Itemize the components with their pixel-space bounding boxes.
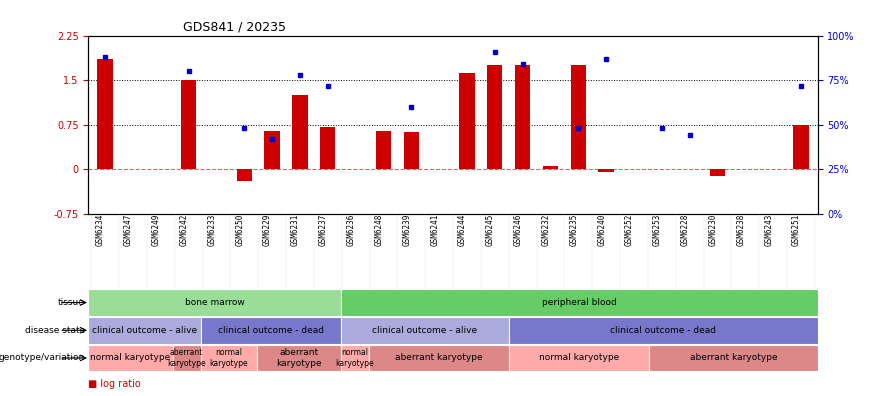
Text: GSM6247: GSM6247 (124, 214, 133, 246)
Text: clinical outcome - dead: clinical outcome - dead (217, 326, 324, 335)
Bar (237, 169, 252, 181)
Bar (710, 169, 725, 177)
Text: GSM6249: GSM6249 (152, 214, 161, 246)
Bar (509, 317, 818, 344)
Text: GDS841 / 20235: GDS841 / 20235 (183, 20, 286, 33)
Bar (376, 131, 391, 169)
Bar (201, 317, 341, 344)
Text: disease state: disease state (25, 326, 85, 335)
Text: GSM6229: GSM6229 (263, 214, 272, 246)
Text: GSM6241: GSM6241 (431, 214, 439, 246)
Bar (293, 95, 308, 169)
Bar (487, 65, 502, 169)
Text: clinical outcome - alive: clinical outcome - alive (92, 326, 197, 335)
Text: normal
karyotype: normal karyotype (210, 348, 248, 367)
Bar (571, 65, 586, 169)
Text: normal
karyotype: normal karyotype (336, 348, 374, 367)
Text: GSM6250: GSM6250 (235, 214, 244, 246)
Text: GSM6235: GSM6235 (569, 214, 578, 246)
Text: GSM6230: GSM6230 (708, 214, 718, 246)
Bar (793, 125, 809, 169)
Text: GSM6238: GSM6238 (736, 214, 745, 246)
Text: aberrant karyotype: aberrant karyotype (395, 354, 483, 362)
Bar (509, 345, 650, 371)
Text: GSM6231: GSM6231 (291, 214, 300, 246)
Bar (181, 80, 196, 169)
Text: ■ log ratio: ■ log ratio (88, 379, 141, 389)
Bar (201, 345, 256, 371)
Bar (404, 132, 419, 169)
Bar (598, 169, 613, 172)
Text: GSM6244: GSM6244 (458, 214, 467, 246)
Text: GSM6253: GSM6253 (652, 214, 662, 246)
Text: GSM6232: GSM6232 (542, 214, 551, 246)
Bar (264, 131, 279, 169)
Text: GSM6242: GSM6242 (179, 214, 188, 246)
Text: aberrant karyotype: aberrant karyotype (690, 354, 777, 362)
Text: GSM6243: GSM6243 (764, 214, 774, 246)
Text: clinical outcome - alive: clinical outcome - alive (372, 326, 477, 335)
Text: GSM6252: GSM6252 (625, 214, 634, 246)
Text: aberrant
karyotype: aberrant karyotype (167, 348, 206, 367)
Bar (88, 317, 201, 344)
Bar (172, 345, 201, 371)
Text: peripheral blood: peripheral blood (542, 298, 617, 307)
Bar (515, 65, 530, 169)
Text: aberrant
karyotype: aberrant karyotype (276, 348, 322, 367)
Text: GSM6234: GSM6234 (96, 214, 105, 246)
Bar (256, 345, 341, 371)
Text: GSM6233: GSM6233 (208, 214, 217, 246)
Bar (341, 289, 818, 316)
Text: GSM6248: GSM6248 (375, 214, 384, 246)
Text: GSM6239: GSM6239 (402, 214, 411, 246)
Text: genotype/variation: genotype/variation (0, 354, 85, 362)
Bar (341, 317, 509, 344)
Bar (88, 345, 172, 371)
Text: normal karyotype: normal karyotype (539, 354, 620, 362)
Bar (341, 345, 369, 371)
Text: GSM6228: GSM6228 (681, 214, 690, 246)
Bar (369, 345, 509, 371)
Text: GSM6245: GSM6245 (486, 214, 495, 246)
Bar (97, 59, 113, 169)
Bar (320, 126, 335, 169)
Bar (543, 166, 558, 169)
Text: clinical outcome - dead: clinical outcome - dead (611, 326, 716, 335)
Text: GSM6237: GSM6237 (319, 214, 328, 246)
Bar (88, 289, 341, 316)
Text: bone marrow: bone marrow (185, 298, 245, 307)
Bar (650, 345, 818, 371)
Text: GSM6246: GSM6246 (514, 214, 522, 246)
Text: tissue: tissue (57, 298, 85, 307)
Text: GSM6251: GSM6251 (792, 214, 801, 246)
Bar (460, 73, 475, 169)
Text: normal karyotype: normal karyotype (90, 354, 171, 362)
Text: GSM6240: GSM6240 (598, 214, 606, 246)
Text: GSM6236: GSM6236 (347, 214, 355, 246)
